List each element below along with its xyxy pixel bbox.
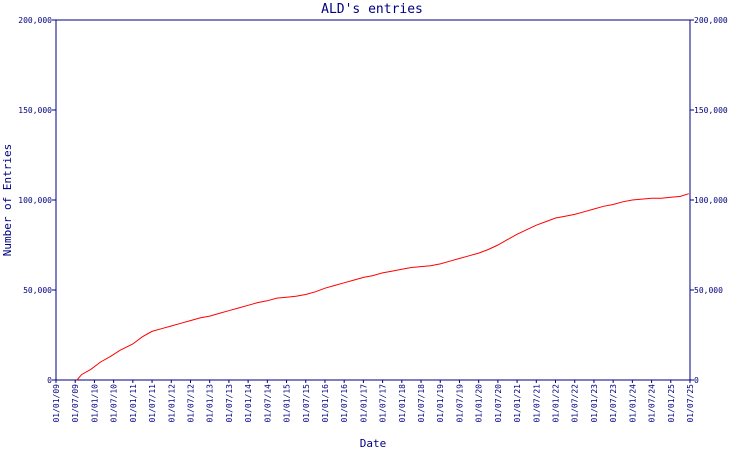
x-tick-label: 01/07/19 [455,384,464,423]
x-tick-label: 01/01/22 [552,384,561,423]
y-tick-label-right: 150,000 [694,106,728,115]
x-tick-label: 01/07/13 [225,384,234,423]
x-tick-label: 01/07/23 [609,384,618,423]
y-tick-label-right: 0 [694,376,699,385]
y-tick-label-right: 100,000 [694,196,728,205]
x-tick-label: 01/01/09 [52,384,61,423]
y-tick-label-left: 0 [47,376,52,385]
y-tick-label-left: 150,000 [18,106,52,115]
x-tick-label: 01/07/24 [648,384,657,423]
x-tick-label: 01/07/09 [71,384,80,423]
x-tick-label: 01/01/21 [513,384,522,423]
x-tick-label: 01/07/25 [686,384,695,423]
y-tick-label-left: 100,000 [18,196,52,205]
y-tick-label-right: 50,000 [694,286,723,295]
x-tick-label: 01/07/11 [148,384,157,423]
x-tick-label: 01/01/13 [206,384,215,423]
x-tick-label: 01/07/22 [571,384,580,423]
x-tick-label: 01/01/25 [667,384,676,423]
y-axis-label: Number of Entries [1,144,14,257]
x-axis: 01/01/09 01/07/09 01/01/10 01/07/10 01/01/11… [52,380,695,423]
x-tick-label: 01/07/17 [379,384,388,423]
y-tick-label-left: 50,000 [23,286,52,295]
x-tick-label: 01/07/18 [417,384,426,423]
x-tick-label: 01/01/15 [283,384,292,423]
x-tick-label: 01/07/15 [302,384,311,423]
x-tick-label: 01/01/11 [129,384,138,423]
x-tick-label: 01/01/14 [244,384,253,423]
y-axis-left: 0 50,000 100,000 150,000 200,000 [18,16,56,385]
x-tick-label: 01/07/10 [110,384,119,423]
x-tick-label: 01/07/20 [494,384,503,423]
x-tick-label: 01/01/17 [359,384,368,423]
series-lines [76,193,689,381]
x-tick-label: 01/01/10 [90,384,99,423]
x-tick-label: 01/07/12 [186,384,195,423]
y-axis-right: 0 50,000 100,000 150,000 200,000 [690,16,728,385]
x-axis-label: Date [360,437,387,450]
chart-title: ALD's entries [321,2,423,17]
x-tick-label: 01/01/16 [321,384,330,423]
x-tick-label: 01/01/12 [167,384,176,423]
series-line-0 [76,193,689,381]
x-tick-label: 01/01/20 [475,384,484,423]
x-tick-label: 01/01/23 [590,384,599,423]
plot-area [55,19,691,381]
x-tick-label: 01/01/24 [628,384,637,423]
x-tick-label: 01/07/16 [340,384,349,423]
x-tick-label: 01/07/14 [263,384,272,423]
x-tick-label: 01/01/19 [436,384,445,423]
y-tick-label-right: 200,000 [694,16,728,25]
y-tick-label-left: 200,000 [18,16,52,25]
x-tick-label: 01/01/18 [398,384,407,423]
x-tick-label: 01/07/21 [532,384,541,423]
